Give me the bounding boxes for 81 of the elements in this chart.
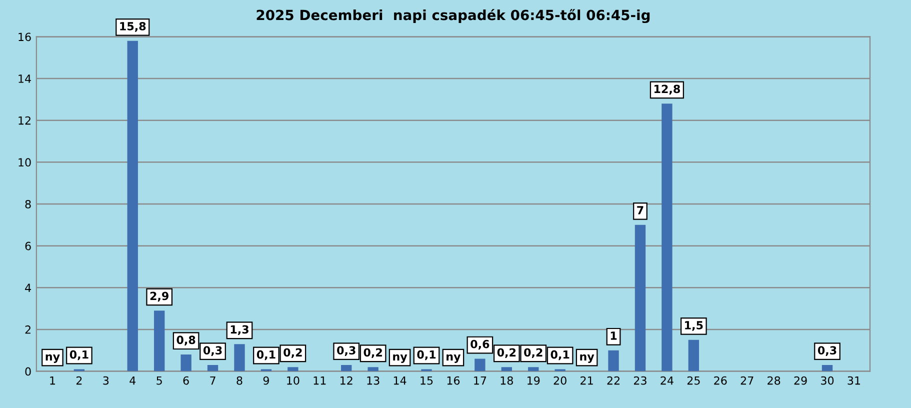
bar (154, 310, 165, 372)
x-tick-label: 19 (528, 376, 540, 385)
data-label: 0,2 (524, 348, 542, 358)
data-label: 7 (637, 206, 644, 214)
y-tick-label: 16 (18, 32, 31, 42)
x-tick-label: 4 (130, 376, 136, 385)
data-label: 12,8 (654, 84, 680, 95)
x-tick-label: 24 (660, 376, 674, 385)
bar (368, 367, 378, 372)
x-tick-label: 9 (263, 376, 269, 385)
x-tick-label: 29 (794, 376, 807, 385)
data-label: 0,2 (284, 348, 302, 358)
x-tick-label: 6 (183, 376, 189, 385)
data-label: 1,5 (685, 321, 703, 331)
bar (662, 104, 672, 372)
data-label: 0,2 (497, 348, 516, 358)
bar (688, 340, 700, 372)
bar (474, 358, 486, 372)
y-tick-label: 0 (25, 367, 31, 376)
bar (501, 367, 512, 372)
x-tick-label: 10 (287, 376, 300, 385)
x-tick-label: 2 (76, 376, 82, 385)
chart-title: 2025 Decemberi napi csapadék 06:45-től 06:45-ig (256, 8, 650, 24)
x-tick-label: 28 (768, 376, 780, 385)
x-tick-label: 8 (236, 376, 242, 385)
x-tick-label: 17 (474, 376, 486, 385)
x-tick-label: 14 (394, 376, 406, 385)
bar (207, 365, 218, 372)
x-tick-label: 31 (848, 376, 860, 385)
x-tick-label: 25 (687, 376, 700, 385)
x-tick-label: 12 (340, 376, 352, 385)
bar (234, 344, 245, 372)
x-tick-label: 16 (447, 376, 460, 385)
x-tick-label: 13 (367, 376, 380, 385)
y-tick-label: 14 (18, 74, 31, 83)
data-label: 0,1 (256, 350, 276, 360)
y-tick-label: 10 (18, 158, 31, 167)
x-tick-label: 7 (210, 376, 216, 385)
bar (528, 367, 539, 372)
x-tick-label: 18 (500, 376, 513, 385)
x-tick-label: 26 (714, 376, 727, 385)
y-tick-label: 2 (25, 325, 30, 334)
data-label: 0,6 (470, 340, 490, 350)
data-label: 0,1 (70, 350, 88, 360)
x-tick-label: 5 (156, 376, 162, 385)
data-label: 0,2 (364, 348, 382, 358)
data-label: 0,3 (203, 346, 222, 356)
data-label: 0,1 (417, 350, 436, 360)
data-label: 15,8 (120, 22, 146, 32)
data-label: ny (46, 354, 60, 363)
data-label: ny (446, 354, 461, 363)
x-tick-label: 15 (420, 376, 433, 385)
x-tick-label: 27 (740, 376, 754, 385)
x-tick-label: 3 (103, 376, 109, 385)
data-label: 0,3 (337, 346, 356, 356)
bar (634, 224, 646, 372)
bar (288, 367, 298, 372)
y-tick-label: 12 (18, 116, 30, 125)
bar (127, 40, 138, 372)
y-tick-label: 6 (25, 242, 31, 250)
bar (822, 365, 833, 372)
bar (608, 350, 619, 372)
bar (180, 354, 192, 372)
x-tick-label: 11 (314, 376, 326, 385)
data-label: 1,3 (230, 325, 248, 336)
x-tick-label: 21 (580, 376, 593, 385)
data-label: 0,3 (818, 346, 836, 356)
data-label: ny (580, 354, 594, 363)
x-tick-label: 30 (821, 376, 834, 385)
data-label: 0,1 (550, 350, 570, 360)
data-label: 0,8 (176, 336, 196, 346)
x-tick-label: 22 (607, 376, 620, 385)
bar (341, 365, 352, 372)
x-tick-label: 23 (634, 376, 646, 385)
data-label: ny (393, 354, 408, 363)
y-tick-label: 4 (25, 284, 31, 292)
data-label: 1 (610, 332, 617, 340)
x-tick-label: 1 (50, 376, 55, 385)
data-label: 2,9 (150, 292, 168, 302)
y-tick-label: 8 (25, 200, 31, 208)
x-tick-label: 20 (554, 376, 566, 385)
